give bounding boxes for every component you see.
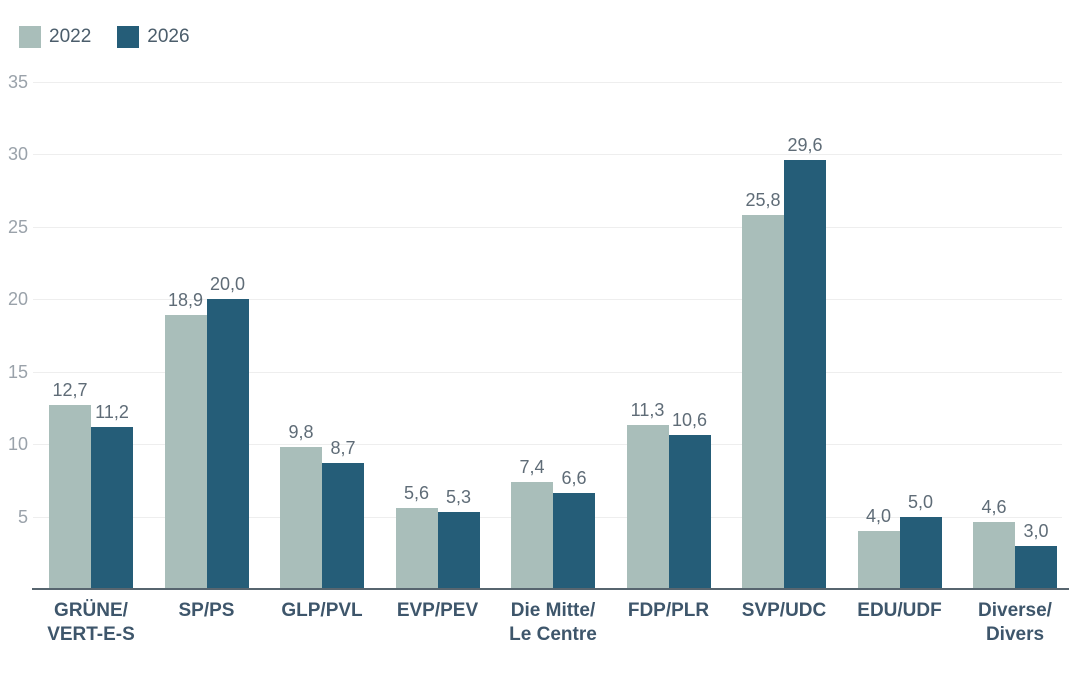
category-label-1: SP/PS bbox=[178, 600, 235, 621]
value-label-2022-1: 18,9 bbox=[167, 289, 204, 310]
bar-2022-glppvl bbox=[280, 446, 322, 589]
value-label-2022-4: 7,4 bbox=[519, 456, 545, 477]
bar-2022-svpudc bbox=[742, 214, 784, 589]
value-label-2026-6: 29,6 bbox=[787, 134, 823, 155]
legend-swatch-2026 bbox=[117, 26, 140, 48]
value-label-2026-3: 5,3 bbox=[445, 487, 472, 508]
value-label-2022-0: 12,7 bbox=[52, 379, 88, 400]
bar-2022-evppev bbox=[395, 507, 438, 589]
x-axis-line bbox=[32, 588, 1069, 590]
gridline-15 bbox=[33, 371, 1062, 373]
category-label-4: Die Mitte/Le Centre bbox=[509, 600, 597, 645]
bar-2026-diverse bbox=[1015, 545, 1057, 589]
bar-2022-diemitte bbox=[511, 481, 553, 589]
category-label-3: EVP/PEV bbox=[396, 600, 479, 621]
value-label-2026-1: 20,0 bbox=[209, 274, 246, 294]
category-label-5: FDP/PLR bbox=[627, 600, 710, 621]
category-label-7: EDU/UDF bbox=[857, 600, 942, 621]
y-tick-label-25: 25 bbox=[7, 216, 28, 237]
bar-2026-fdpplr bbox=[668, 435, 711, 589]
legend-swatch-2022 bbox=[19, 26, 41, 48]
gridline-25 bbox=[33, 226, 1062, 228]
value-label-2026-5: 10,6 bbox=[671, 410, 708, 431]
bar-2022-grne bbox=[49, 404, 91, 589]
gridline-35 bbox=[33, 81, 1062, 83]
y-tick-label-15: 15 bbox=[7, 361, 28, 382]
y-tick-label-30: 30 bbox=[7, 144, 28, 164]
value-label-2026-8: 3,0 bbox=[1023, 520, 1049, 541]
bar-2026-svpudc bbox=[784, 159, 826, 589]
bar-2026-grne bbox=[91, 426, 133, 589]
chart-legend: 2022 2026 bbox=[19, 26, 208, 48]
y-tick-label-20: 20 bbox=[7, 289, 28, 309]
legend-label-2022: 2022 bbox=[49, 26, 92, 47]
y-tick-label-10: 10 bbox=[7, 434, 28, 454]
bar-2022-diverse bbox=[973, 522, 1015, 589]
value-label-2022-2: 9,8 bbox=[288, 421, 314, 442]
gridline-30 bbox=[33, 154, 1062, 155]
bar-2026-diemitte bbox=[553, 493, 595, 589]
category-label-6: SVP/UDC bbox=[741, 600, 827, 621]
value-label-2022-8: 4,6 bbox=[981, 497, 1007, 518]
bar-2026-spps bbox=[206, 299, 249, 589]
gridline-10 bbox=[33, 444, 1062, 445]
gridline-20 bbox=[33, 299, 1062, 300]
value-label-2022-6: 25,8 bbox=[745, 189, 781, 210]
category-label-2: GLP/PVL bbox=[281, 600, 363, 621]
bar-2026-glppvl bbox=[322, 462, 364, 589]
bar-2022-eduudf bbox=[857, 531, 900, 589]
value-label-2022-5: 11,3 bbox=[630, 400, 665, 421]
category-label-0: GRÜNE/VERT-E-S bbox=[47, 600, 135, 645]
bar-2022-fdpplr bbox=[626, 425, 669, 589]
legend-label-2026: 2026 bbox=[147, 26, 190, 47]
value-label-2022-7: 4,0 bbox=[865, 506, 892, 526]
bar-2026-evppev bbox=[437, 512, 480, 589]
bar-2026-eduudf bbox=[899, 516, 942, 589]
value-label-2022-3: 5,6 bbox=[403, 482, 430, 503]
value-label-2026-0: 11,2 bbox=[95, 401, 129, 422]
y-tick-label-5: 5 bbox=[17, 506, 28, 527]
category-label-8: Diverse/Divers bbox=[978, 600, 1052, 645]
bar-2022-spps bbox=[164, 314, 207, 589]
y-tick-label-35: 35 bbox=[7, 71, 28, 92]
value-label-2026-2: 8,7 bbox=[330, 437, 356, 458]
value-label-2026-4: 6,6 bbox=[561, 468, 587, 489]
value-label-2026-7: 5,0 bbox=[907, 491, 934, 512]
